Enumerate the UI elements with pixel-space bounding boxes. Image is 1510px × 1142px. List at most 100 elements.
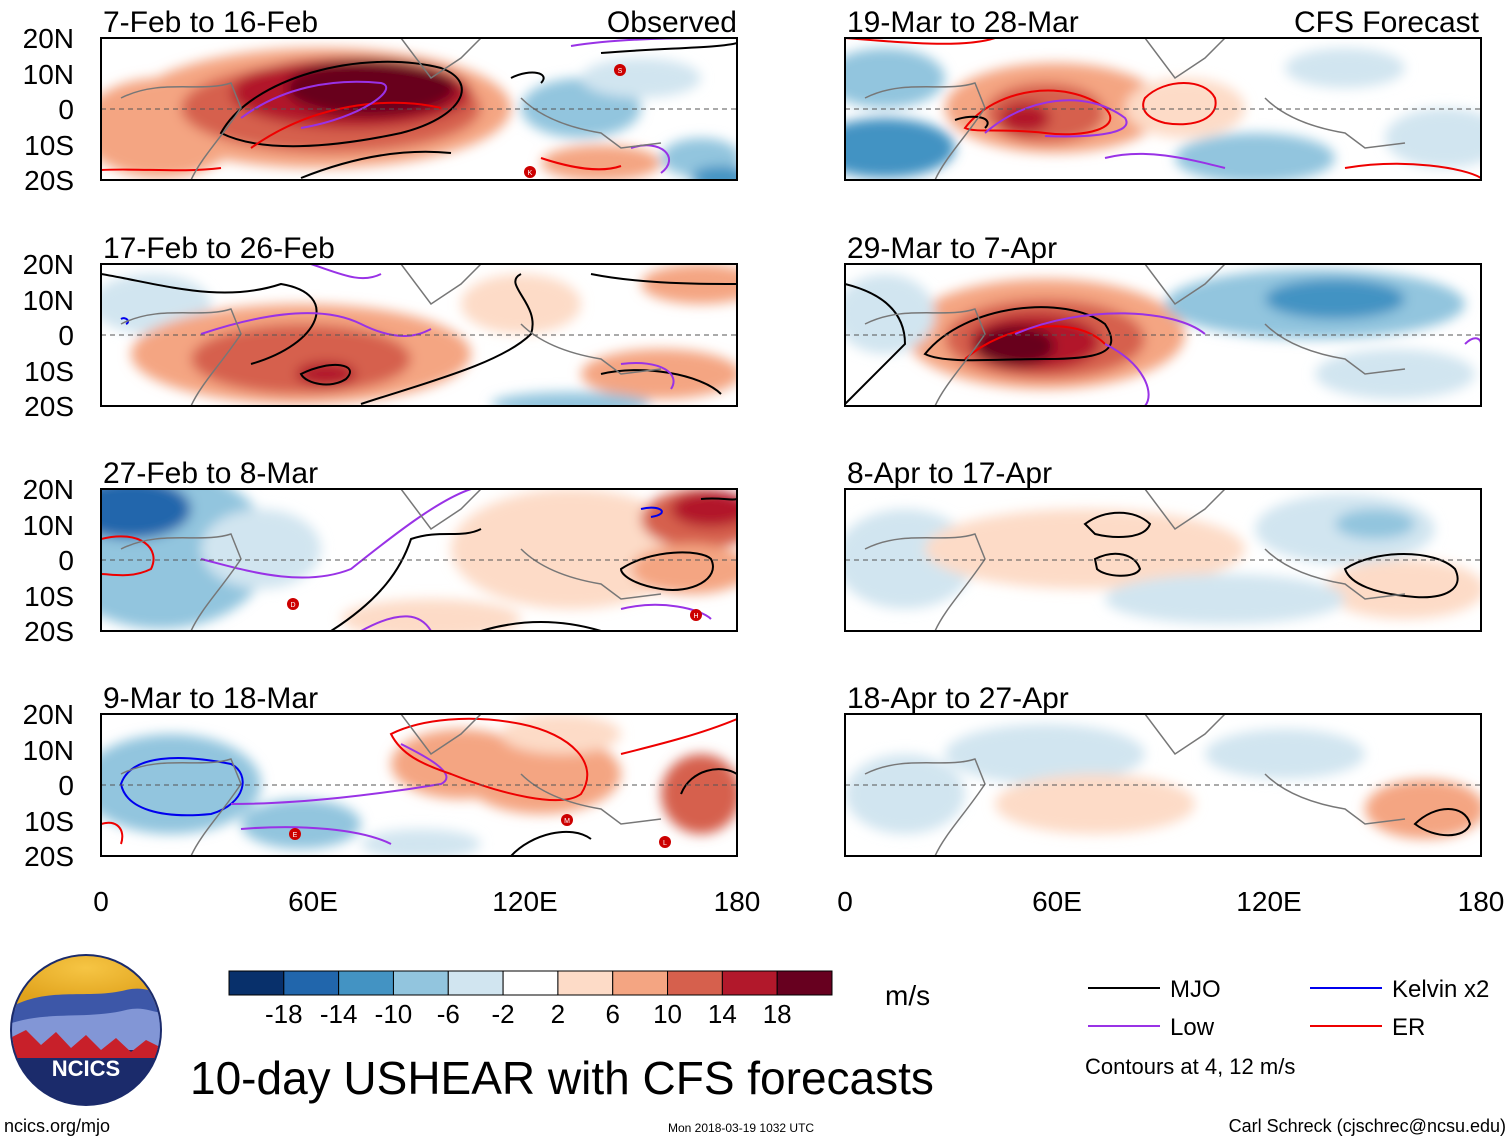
- svg-text:20S: 20S: [24, 841, 74, 872]
- panel-title: 27-Feb to 8-Mar: [103, 457, 318, 490]
- svg-text:L: L: [663, 840, 667, 847]
- legend-item-kelvin: Kelvin x2: [1310, 976, 1489, 1003]
- legend-item-mjo: MJO: [1088, 976, 1221, 1003]
- colorbar-swatch: [667, 970, 723, 996]
- svg-text:K: K: [528, 170, 533, 177]
- figure-title: 10-day USHEAR with CFS forecasts: [190, 1052, 934, 1104]
- panel-3: 27-Feb to 8-Mar: [100, 457, 738, 632]
- panel-title: 19-Mar to 28-Mar: [847, 6, 1079, 39]
- logo-text: NCICS: [52, 1056, 120, 1081]
- cyclone-marker: K: [524, 166, 536, 178]
- colorbar-tick-label: -6: [437, 999, 460, 1029]
- svg-text:0: 0: [93, 886, 109, 917]
- contour-note: Contours at 4, 12 m/s: [1085, 1054, 1295, 1079]
- panel-1: 7-Feb to 16-Feb Observed: [100, 6, 738, 181]
- svg-text:10N: 10N: [23, 510, 74, 541]
- panel-5: 19-Mar to 28-Mar CFS Forecast: [844, 6, 1482, 181]
- panel-frame: [100, 263, 738, 407]
- colorbar-tick-label: 2: [551, 999, 565, 1029]
- cyclone-marker: H: [690, 609, 702, 621]
- svg-text:180: 180: [714, 886, 761, 917]
- colorbar-tick-label: -14: [320, 999, 358, 1029]
- svg-text:20S: 20S: [24, 616, 74, 647]
- author-credit: Carl Schreck (cjschrec@ncsu.edu): [1229, 1116, 1506, 1136]
- panel-title: 17-Feb to 26-Feb: [103, 232, 335, 265]
- colorbar-tick-label: -18: [265, 999, 303, 1029]
- colorbar-swatch: [612, 970, 669, 996]
- shear-field: [101, 264, 737, 406]
- svg-text:H: H: [693, 613, 698, 620]
- colorbar-swatch: [502, 970, 559, 996]
- panel-frame: [844, 488, 1482, 632]
- panel-2: 17-Feb to 26-Feb: [100, 232, 738, 407]
- colorbar-tick-label: 10: [653, 999, 682, 1029]
- shear-field: [845, 38, 1481, 180]
- legend-item-low: Low: [1088, 1014, 1215, 1041]
- svg-text:10S: 10S: [24, 130, 74, 161]
- colorbar-tick-label: -10: [375, 999, 413, 1029]
- shear-field: S K: [101, 38, 737, 180]
- panel-frame: [100, 488, 738, 632]
- svg-text:20N: 20N: [23, 249, 74, 280]
- svg-text:20N: 20N: [23, 699, 74, 730]
- panel-title: 8-Apr to 17-Apr: [847, 457, 1052, 490]
- svg-text:20S: 20S: [24, 165, 74, 196]
- svg-text:10S: 10S: [24, 356, 74, 387]
- svg-text:Low: Low: [1170, 1014, 1215, 1041]
- svg-text:M: M: [564, 818, 570, 825]
- panel-frame: [844, 713, 1482, 857]
- panel-6: 29-Mar to 7-Apr: [844, 232, 1482, 407]
- svg-text:Kelvin x2: Kelvin x2: [1392, 976, 1489, 1003]
- panel-frame: [844, 37, 1482, 181]
- shear-field: D H: [101, 489, 737, 631]
- svg-text:120E: 120E: [492, 886, 557, 917]
- svg-text:0: 0: [837, 886, 853, 917]
- observed-label: Observed: [607, 6, 737, 39]
- shear-field: M E L: [101, 714, 737, 856]
- svg-text:10S: 10S: [24, 581, 74, 612]
- shear-field: [845, 714, 1481, 856]
- svg-text:MJO: MJO: [1170, 976, 1221, 1003]
- svg-text:0: 0: [58, 320, 74, 351]
- svg-text:10S: 10S: [24, 806, 74, 837]
- svg-text:0: 0: [58, 770, 74, 801]
- longitude-axis-right: 0 60E 120E 180: [837, 886, 1504, 917]
- cyclone-marker: L: [659, 836, 671, 848]
- longitude-axis-left: 0 60E 120E 180: [93, 886, 760, 917]
- colorbar-swatch: [776, 970, 833, 996]
- svg-text:S: S: [618, 68, 623, 75]
- colorbar-swatch: [338, 970, 394, 996]
- svg-text:10N: 10N: [23, 59, 74, 90]
- colorbar-tick-label: 6: [605, 999, 619, 1029]
- shear-field: [845, 489, 1481, 631]
- colorbar-swatch: [557, 970, 614, 996]
- colorbar-swatch: [447, 970, 504, 996]
- svg-text:0: 0: [58, 94, 74, 125]
- cyclone-marker: D: [287, 598, 299, 610]
- panel-frame: [100, 37, 738, 181]
- colorbar-tick-label: 14: [708, 999, 737, 1029]
- colorbar-tick-label: 18: [763, 999, 792, 1029]
- svg-text:20N: 20N: [23, 23, 74, 54]
- svg-text:60E: 60E: [288, 886, 338, 917]
- panel-7: 8-Apr to 17-Apr: [844, 457, 1482, 632]
- svg-text:0: 0: [58, 545, 74, 576]
- latitude-axis: 20N 10N 0 10S 20S 20N 10N 0 10S 20S 20N …: [23, 23, 74, 872]
- colorbar: -18 -14 -10 -6 -2 2 6 10 14 18: [228, 970, 833, 1029]
- panel-frame: [100, 713, 738, 857]
- svg-text:ER: ER: [1392, 1014, 1425, 1041]
- units-label: m/s: [885, 980, 930, 1011]
- panel-title: 29-Mar to 7-Apr: [847, 232, 1057, 265]
- website-link[interactable]: ncics.org/mjo: [4, 1116, 110, 1136]
- svg-text:E: E: [293, 832, 298, 839]
- colorbar-swatch: [228, 970, 285, 996]
- colorbar-tick-label: -2: [492, 999, 515, 1029]
- panel-title: 9-Mar to 18-Mar: [103, 682, 318, 715]
- svg-text:60E: 60E: [1032, 886, 1082, 917]
- svg-text:10N: 10N: [23, 285, 74, 316]
- colorbar-swatch: [283, 970, 340, 996]
- legend: MJO Kelvin x2 Low ER Contours at 4, 12 m…: [1085, 976, 1489, 1079]
- ncics-logo: NCICS: [10, 954, 162, 1106]
- cyclone-marker: S: [614, 64, 626, 76]
